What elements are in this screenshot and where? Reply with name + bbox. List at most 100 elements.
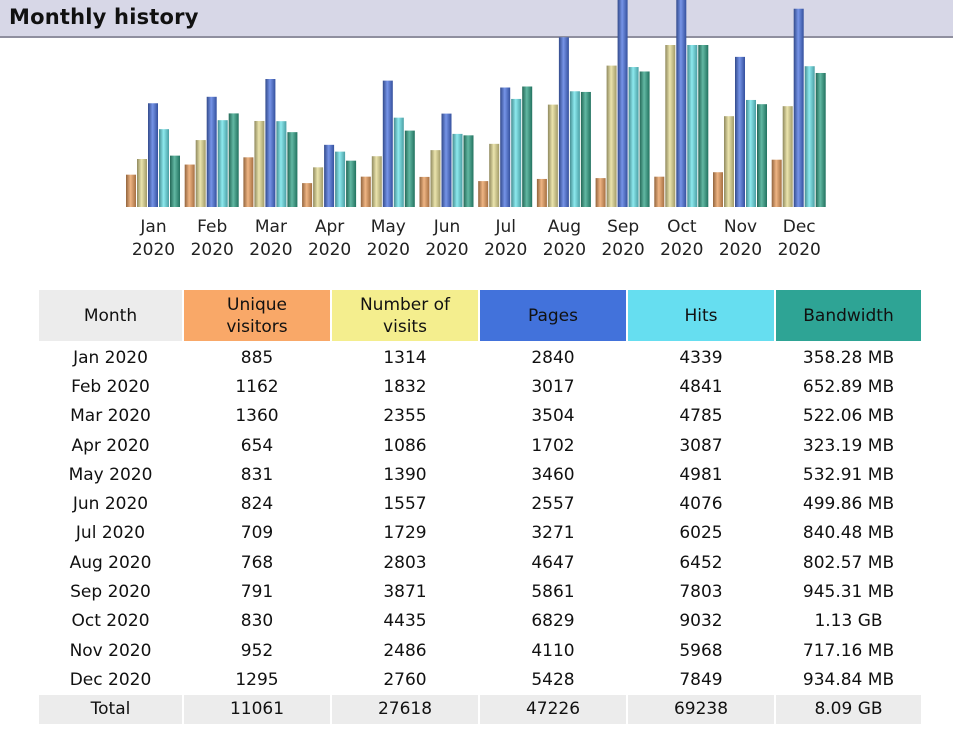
total-cell: 8.09 GB [776,694,921,724]
row-value: 3460 [531,464,575,485]
bar-bandwidth [698,45,709,207]
bar-pages [793,8,804,207]
bar-bandwidth [522,86,533,207]
row-month: Aug 2020 [69,552,152,573]
row-value: 2557 [531,494,575,515]
table-header-row: Month Unique visitors Number of visits Pag… [39,290,921,343]
row-value: 1360 [235,406,279,427]
row-value: 709 [240,523,274,544]
x-tick-label: Aug [548,217,581,237]
row-value: 323.19 MB [802,435,895,456]
row-value: 1702 [531,435,575,456]
row-value: 1832 [383,376,427,397]
bar-visits [195,140,206,207]
row-value: 802.57 MB [802,552,895,573]
row-month: Nov 2020 [69,640,152,661]
row-month: Mar 2020 [70,406,151,427]
row-value: 9032 [679,611,723,632]
row-value: 522.06 MB [802,406,895,427]
bar-pages [735,56,745,207]
row-value: 4076 [679,494,723,515]
x-tick-label: 2020 [778,240,821,260]
bar-pages [617,0,628,208]
header-pages: Pages [480,290,626,343]
total-cell: 69238 [628,694,774,724]
x-tick-label: Jun [433,217,461,237]
table-row: Feb 2020 1162 1832 3017 4841 652.89 MB [39,372,921,401]
row-value: 358.28 MB [802,347,895,368]
table-row: Dec 2020 1295 2760 5428 7849 934.84 MB [39,665,921,694]
row-value: 5428 [531,669,575,690]
bar-pages [676,0,687,208]
row-value: 4110 [531,640,575,661]
row-value: 4339 [679,347,723,368]
x-tick-label: 2020 [425,240,468,260]
bar-visits [782,106,793,207]
bar-visits [547,104,558,207]
row-value: 3017 [531,376,575,397]
bar-visits [313,167,324,207]
row-value: 4981 [679,464,723,485]
bar-visitors [126,174,136,207]
row-value: 830 [240,611,274,632]
bar-visits [254,120,265,207]
bar-bandwidth [404,130,415,207]
row-value: 1390 [383,464,427,485]
row-value: 652.89 MB [802,376,895,397]
total-cell: 11061 [184,694,330,724]
bar-pages [324,144,335,207]
bar-hits [746,99,756,207]
x-tick-label: May [371,217,406,237]
bar-visitors [243,157,254,207]
bar-hits [335,151,346,207]
x-tick-label: Jul [494,217,516,237]
table-row: Sep 2020 791 3871 5861 7803 945.31 MB [39,577,921,606]
bar-visitors [595,178,606,207]
row-value: 532.91 MB [802,464,895,485]
header-unique-visitors: Unique visitors [184,290,330,343]
x-tick-label: Jan [139,217,166,237]
bar-pages [265,79,276,207]
row-value: 4435 [383,611,427,632]
bar-bandwidth [815,72,826,207]
row-month: Jun 2020 [72,494,149,515]
table-row: Jun 2020 824 1557 2557 4076 499.86 MB [39,489,921,518]
row-value: 4647 [531,552,575,573]
row-value: 1.13 GB [814,611,883,632]
bar-pages [382,80,393,207]
bar-visitors [184,164,195,207]
bar-visitors [419,176,430,207]
row-value: 2486 [383,640,427,661]
bar-bandwidth [287,132,298,207]
bar-hits [628,67,639,207]
row-value: 5968 [679,640,723,661]
bar-visits [489,143,500,207]
x-tick-label: Oct [667,217,697,237]
row-value: 2760 [383,669,427,690]
row-value: 840.48 MB [802,523,895,544]
row-value: 885 [240,347,274,368]
row-value: 934.84 MB [802,669,895,690]
row-value: 2355 [383,406,427,427]
bar-pages [206,96,217,207]
x-tick-label: 2020 [308,240,351,260]
row-value: 1295 [235,669,279,690]
row-month: Oct 2020 [71,611,150,632]
x-tick-label: 2020 [249,240,292,260]
row-value: 3271 [531,523,575,544]
bar-bandwidth [463,135,474,207]
x-tick-label: 2020 [601,240,644,260]
row-value: 1314 [383,347,427,368]
row-value: 2803 [383,552,427,573]
total-label: Total [39,694,182,724]
row-value: 4841 [679,376,723,397]
header-number-of-visits: Number of visits [332,290,478,343]
table-row: Aug 2020 768 2803 4647 6452 802.57 MB [39,548,921,577]
table-row: Jan 2020 885 1314 2840 4339 358.28 MB [39,343,921,372]
bar-bandwidth [580,91,591,207]
bar-visits [606,65,617,207]
x-tick-label: Feb [197,217,227,237]
x-tick-label: 2020 [132,240,175,260]
x-tick-label: Dec [783,217,816,237]
row-month: May 2020 [68,464,153,485]
